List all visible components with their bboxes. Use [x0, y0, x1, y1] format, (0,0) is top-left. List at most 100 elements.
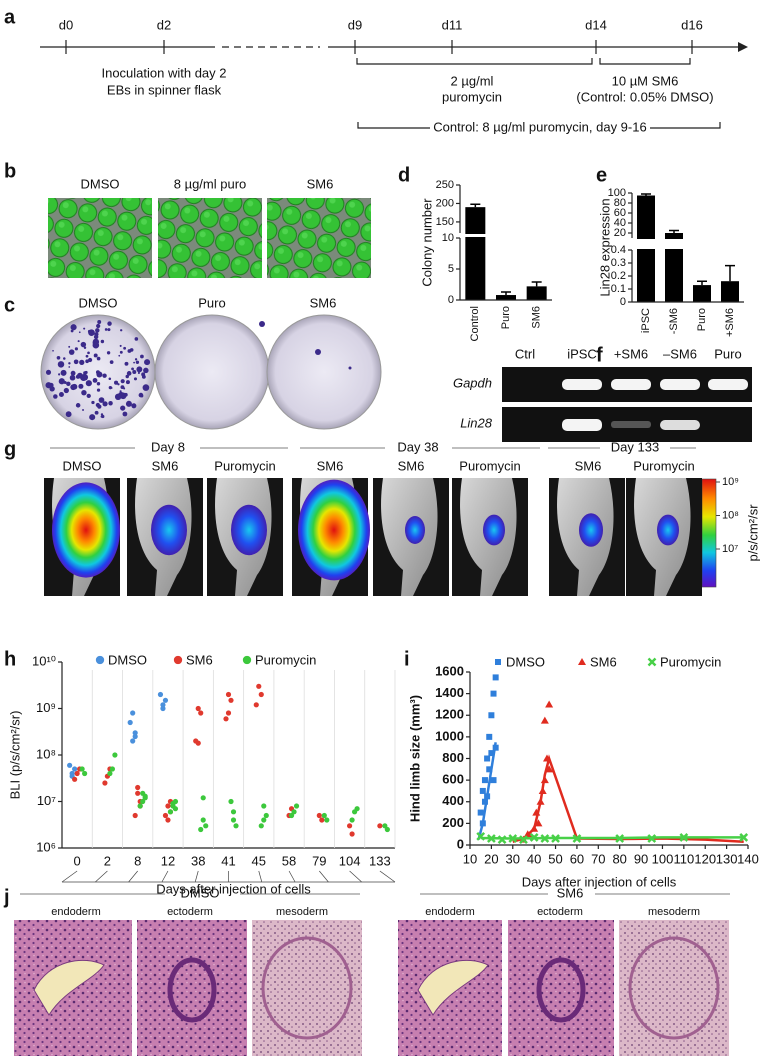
point [508, 834, 518, 843]
layer-label: ectoderm [167, 906, 213, 918]
colony [68, 362, 71, 365]
signal [151, 504, 187, 556]
y-tick-label: 1000 [435, 728, 464, 743]
colony [119, 390, 122, 393]
colony [52, 349, 54, 352]
point [481, 798, 488, 805]
x-tick-label: 58 [282, 853, 296, 868]
day-header: Day 8 [151, 439, 185, 454]
colony [72, 350, 75, 353]
bar [465, 207, 486, 300]
day-label: d9 [348, 17, 362, 32]
y-tick-label: 0 [457, 836, 464, 851]
structure [536, 957, 586, 1023]
plate [266, 314, 382, 430]
y-tick-label: 10⁶ [36, 839, 56, 854]
point [230, 817, 237, 823]
colony [118, 354, 121, 357]
point [540, 716, 549, 724]
panel-letter: h [4, 648, 16, 670]
point [536, 797, 545, 805]
colony [124, 361, 129, 366]
x-axis-label: Days after injection of cells [522, 874, 677, 889]
point [107, 770, 113, 777]
colony [119, 350, 123, 354]
point [132, 812, 138, 819]
colony [117, 383, 120, 386]
legend-marker [495, 659, 501, 665]
point [477, 809, 484, 816]
colony [107, 328, 111, 332]
colony [125, 400, 132, 407]
point [135, 790, 141, 796]
fit-line [480, 836, 744, 840]
panel-letter: a [4, 6, 16, 28]
point [479, 820, 486, 827]
colony [135, 360, 140, 364]
day-label: d11 [442, 17, 463, 32]
timeline-arrow [738, 42, 748, 52]
panel-letter: g [4, 438, 16, 460]
colony [92, 342, 95, 344]
structure [261, 936, 353, 1040]
lane-label: Ctrl [515, 346, 535, 361]
point [258, 691, 264, 698]
signal [483, 514, 505, 546]
lane-label: –SM6 [663, 346, 697, 361]
colony [74, 347, 78, 351]
y-tick-label: 800 [442, 750, 464, 765]
point [172, 806, 179, 812]
x-tick-label: 70 [591, 851, 605, 866]
point [382, 823, 388, 829]
point [293, 803, 300, 809]
point [72, 776, 78, 782]
colony [95, 328, 100, 333]
legend-label: Puromycin [255, 652, 316, 667]
eb-images: DMSO 8 µg/ml puro SM6 [48, 176, 371, 278]
layer-label: endoderm [425, 906, 475, 918]
x-tick-label: 110 [673, 851, 694, 866]
y-axis-label: Hind limb size (mm³) [407, 695, 422, 822]
note: 10 µM SM6 [612, 73, 679, 88]
condition-label: Puromycin [459, 458, 520, 473]
tissue-image [619, 920, 729, 1056]
point [67, 762, 73, 768]
x-tick-label: 130 [716, 851, 738, 866]
point [492, 674, 499, 681]
legend-marker [647, 657, 657, 667]
axis-break [633, 239, 745, 249]
colony [141, 374, 146, 379]
point [140, 798, 146, 805]
point [486, 766, 493, 773]
y-axis-label: Lin28 expression [597, 198, 612, 296]
y-tick-label: 10 [442, 232, 454, 244]
point [165, 803, 171, 809]
day-label: d0 [59, 17, 73, 32]
legend-marker [95, 655, 105, 665]
point [519, 835, 528, 844]
point [288, 812, 295, 819]
point [538, 786, 547, 794]
signal [298, 479, 370, 581]
point [540, 776, 549, 784]
legend-marker [578, 658, 586, 665]
condition-label: SM6 [575, 458, 602, 473]
colony [109, 360, 114, 364]
day-header: Day 38 [397, 439, 438, 454]
y-tick-label: 0 [448, 294, 454, 306]
point [349, 831, 355, 837]
colony [125, 374, 129, 379]
tissue-image [252, 920, 362, 1056]
x-tick-label: 133 [369, 853, 391, 868]
point [490, 690, 497, 697]
point [542, 754, 551, 762]
colony [89, 414, 96, 421]
x-connector [161, 870, 169, 883]
eb-image [158, 198, 262, 278]
y-tick-label: 600 [442, 772, 464, 787]
point [534, 819, 543, 827]
colony [108, 401, 113, 406]
point [256, 683, 262, 689]
x-tick-label: 8 [134, 853, 141, 868]
bar [496, 295, 516, 300]
